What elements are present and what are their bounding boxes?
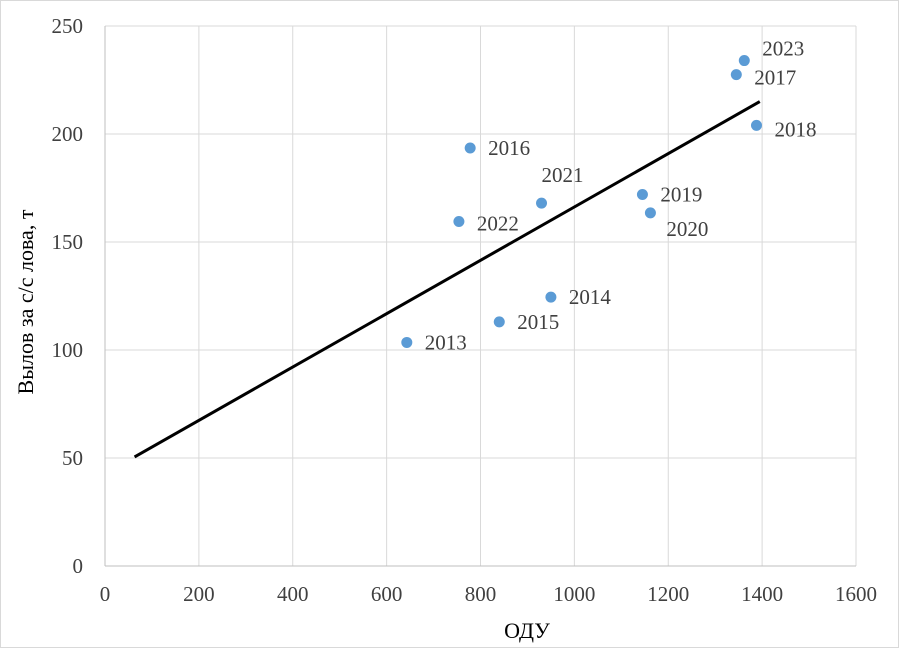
data-point-label: 2017 bbox=[754, 66, 796, 90]
data-point-label: 2014 bbox=[569, 285, 612, 309]
data-point bbox=[730, 69, 742, 81]
data-point-label: 2022 bbox=[477, 211, 519, 235]
data-point-label: 2021 bbox=[542, 163, 584, 187]
x-tick-label: 1000 bbox=[553, 582, 595, 606]
data-point bbox=[644, 207, 656, 219]
x-tick-label: 0 bbox=[100, 582, 111, 606]
data-point-label: 2019 bbox=[660, 182, 702, 206]
data-point bbox=[453, 215, 465, 227]
x-axis-title: ОДУ bbox=[504, 618, 550, 643]
data-point bbox=[750, 119, 762, 131]
trendline-group bbox=[133, 100, 761, 459]
y-tick-label: 100 bbox=[52, 338, 84, 362]
data-point-label: 2016 bbox=[488, 136, 530, 160]
y-tick-label: 150 bbox=[52, 230, 84, 254]
x-tick-label: 400 bbox=[277, 582, 309, 606]
x-tick-label: 1200 bbox=[647, 582, 689, 606]
y-tick-label: 250 bbox=[52, 14, 84, 38]
data-point-label: 2018 bbox=[774, 117, 816, 141]
x-tick-labels: 0 200 400 600 800 1000 1200 1400 1600 bbox=[100, 582, 877, 606]
x-tick-label: 800 bbox=[465, 582, 497, 606]
data-point-label: 2020 bbox=[666, 217, 708, 241]
data-point bbox=[738, 55, 750, 67]
y-tick-labels: 0 50 100 150 200 250 bbox=[52, 14, 84, 578]
data-point-label: 2023 bbox=[762, 37, 804, 61]
x-tick-label: 200 bbox=[183, 582, 215, 606]
data-point bbox=[464, 142, 476, 154]
data-point bbox=[536, 197, 548, 209]
data-point bbox=[401, 336, 413, 348]
x-tick-label: 600 bbox=[371, 582, 403, 606]
trendline bbox=[133, 100, 761, 459]
data-points: 2013 2014 2015 2016 2017 2018 2019 2020 2021 2022… bbox=[401, 37, 816, 354]
data-point-label: 2015 bbox=[517, 310, 559, 334]
y-tick-label: 50 bbox=[62, 446, 83, 470]
y-tick-label: 0 bbox=[73, 554, 84, 578]
data-point bbox=[636, 188, 648, 200]
x-tick-label: 1600 bbox=[835, 582, 877, 606]
y-axis-title: Вылов за с/с лова, т bbox=[13, 209, 38, 394]
data-point-label: 2013 bbox=[425, 330, 467, 354]
x-tick-label: 1400 bbox=[741, 582, 783, 606]
data-point bbox=[493, 316, 505, 328]
y-tick-label: 200 bbox=[52, 122, 84, 146]
gridlines bbox=[104, 25, 857, 567]
data-point bbox=[545, 291, 557, 303]
